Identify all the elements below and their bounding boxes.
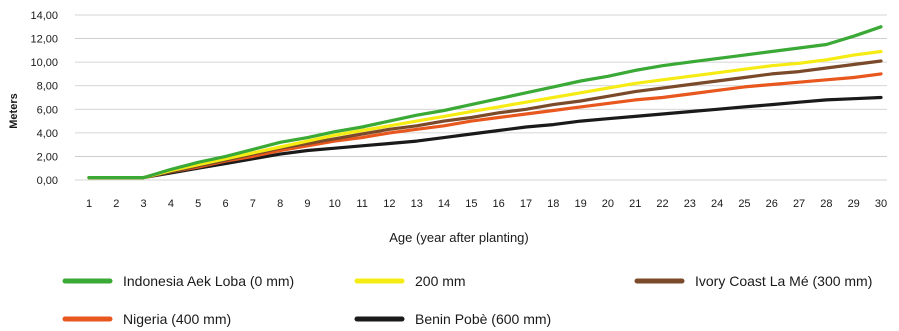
x-tick-label: 16 (493, 198, 505, 210)
series-line (87, 25, 883, 180)
y-tick-label: 14,00 (30, 10, 58, 22)
y-tick-label: 4,00 (37, 128, 58, 140)
x-tick-label: 15 (465, 198, 477, 210)
legend-item: Benin Pobè (600 mm) (354, 311, 551, 327)
y-tick-label: 8,00 (37, 81, 58, 93)
y-tick-label: 10,00 (30, 57, 58, 69)
x-tick-label: 14 (438, 198, 450, 210)
x-axis-label: Age (year after planting) (389, 230, 528, 245)
x-tick-label: 4 (168, 198, 174, 210)
x-tick-label: 22 (656, 198, 668, 210)
legend-label: Ivory Coast La Mé (300 mm) (695, 273, 872, 289)
legend-item: Nigeria (400 mm) (62, 311, 231, 327)
y-axis-tick-labels: 0,00 2,00 4,00 6,00 8,00 10,00 12,00 14,00 (30, 10, 58, 187)
x-tick-label: 12 (383, 198, 395, 210)
x-tick-label: 1 (86, 198, 92, 210)
series-line (87, 95, 883, 180)
x-tick-label: 18 (547, 198, 559, 210)
legend-item: 200 mm (354, 273, 466, 289)
x-tick-label: 26 (766, 198, 778, 210)
x-tick-label: 2 (113, 198, 119, 210)
x-tick-label: 11 (356, 198, 367, 210)
y-tick-label: 12,00 (30, 34, 58, 46)
x-tick-label: 6 (222, 198, 228, 210)
y-axis-label: Meters (8, 93, 20, 128)
x-tick-label: 3 (141, 198, 147, 210)
series-line (87, 49, 883, 180)
x-tick-label: 19 (574, 198, 586, 210)
x-tick-label: 29 (848, 198, 860, 210)
y-tick-label: 0,00 (37, 175, 58, 187)
x-tick-label: 7 (250, 198, 256, 210)
x-tick-label: 25 (738, 198, 750, 210)
x-tick-label: 24 (711, 198, 723, 210)
x-tick-label: 8 (277, 198, 283, 210)
x-tick-label: 27 (793, 198, 805, 210)
legend-label: Nigeria (400 mm) (123, 311, 231, 327)
legend-label: Indonesia Aek Loba (0 mm) (123, 273, 294, 289)
x-tick-label: 20 (602, 198, 614, 210)
x-tick-label: 13 (411, 198, 423, 210)
y-tick-label: 6,00 (37, 104, 58, 116)
legend-label: 200 mm (415, 273, 466, 289)
x-tick-label: 23 (684, 198, 696, 210)
legend-label: Benin Pobè (600 mm) (415, 311, 551, 327)
x-tick-label: 28 (820, 198, 832, 210)
legend-item: Ivory Coast La Mé (300 mm) (634, 273, 872, 289)
legend-item: Indonesia Aek Loba (0 mm) (62, 273, 294, 289)
x-tick-label: 17 (520, 198, 532, 210)
x-axis-tick-labels: 1 2 3 4 5 6 7 8 9 10 11 12 13 14 15 16 17 18 19 20 21 22 23 24 2… (86, 198, 887, 210)
x-tick-label: 21 (629, 198, 641, 210)
series-lines (87, 25, 883, 180)
y-tick-label: 2,00 (37, 151, 58, 163)
legend: Indonesia Aek Loba (0 mm) 200 mm Ivory Coa… (62, 273, 872, 327)
x-tick-label: 9 (304, 198, 310, 210)
x-tick-label: 10 (329, 198, 341, 210)
grid-lines (75, 14, 887, 181)
x-tick-label: 30 (875, 198, 887, 210)
x-tick-label: 5 (195, 198, 201, 210)
